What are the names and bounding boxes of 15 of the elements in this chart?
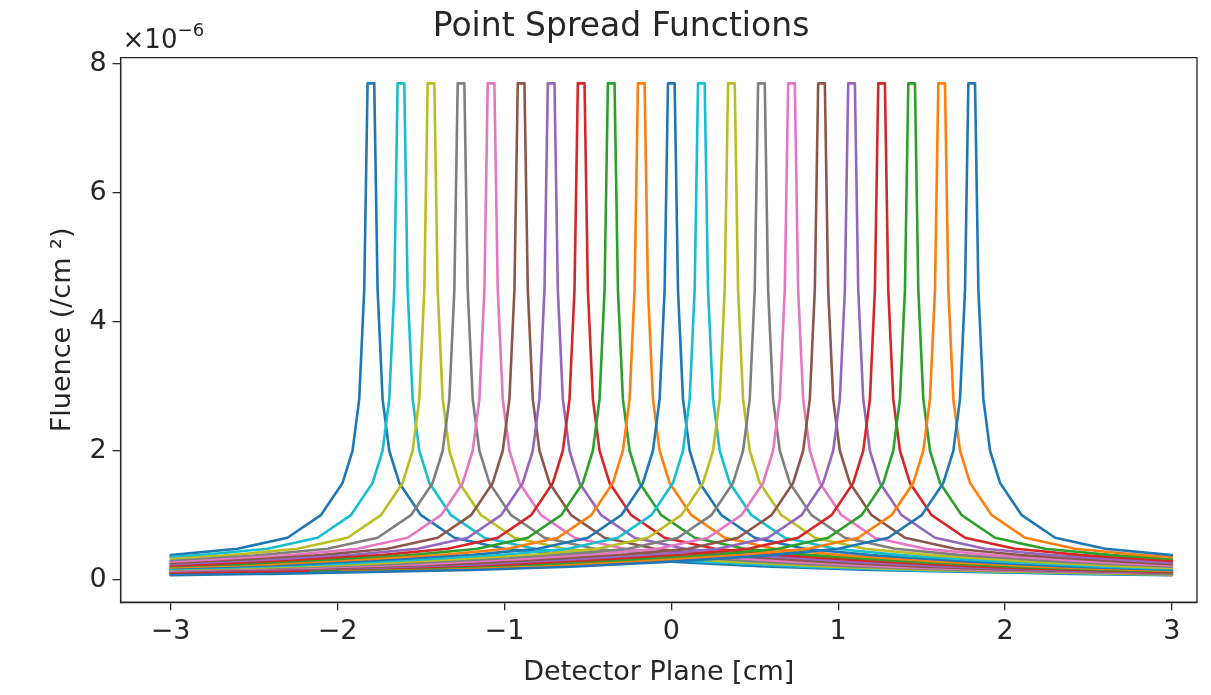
x-axis-title: Detector Plane [cm]: [523, 654, 795, 686]
x-tick-label: 1: [829, 614, 847, 646]
y-tick-label: 2: [89, 432, 107, 464]
y-tick-label: 6: [89, 174, 107, 206]
chart-title: Point Spread Functions: [432, 5, 810, 45]
x-tick-label: −2: [317, 614, 358, 646]
y-tick-label: 4: [89, 303, 107, 335]
x-tick-label: 2: [996, 614, 1014, 646]
x-tick-label: −3: [150, 614, 191, 646]
y-tick-label: 8: [89, 46, 107, 78]
x-tick-label: 3: [1163, 614, 1181, 646]
x-tick-label: −1: [484, 614, 525, 646]
y-tick-label: 0: [89, 561, 107, 593]
x-tick-label: 0: [662, 614, 680, 646]
y-axis-title: Fluence (/cm ²): [45, 227, 77, 433]
